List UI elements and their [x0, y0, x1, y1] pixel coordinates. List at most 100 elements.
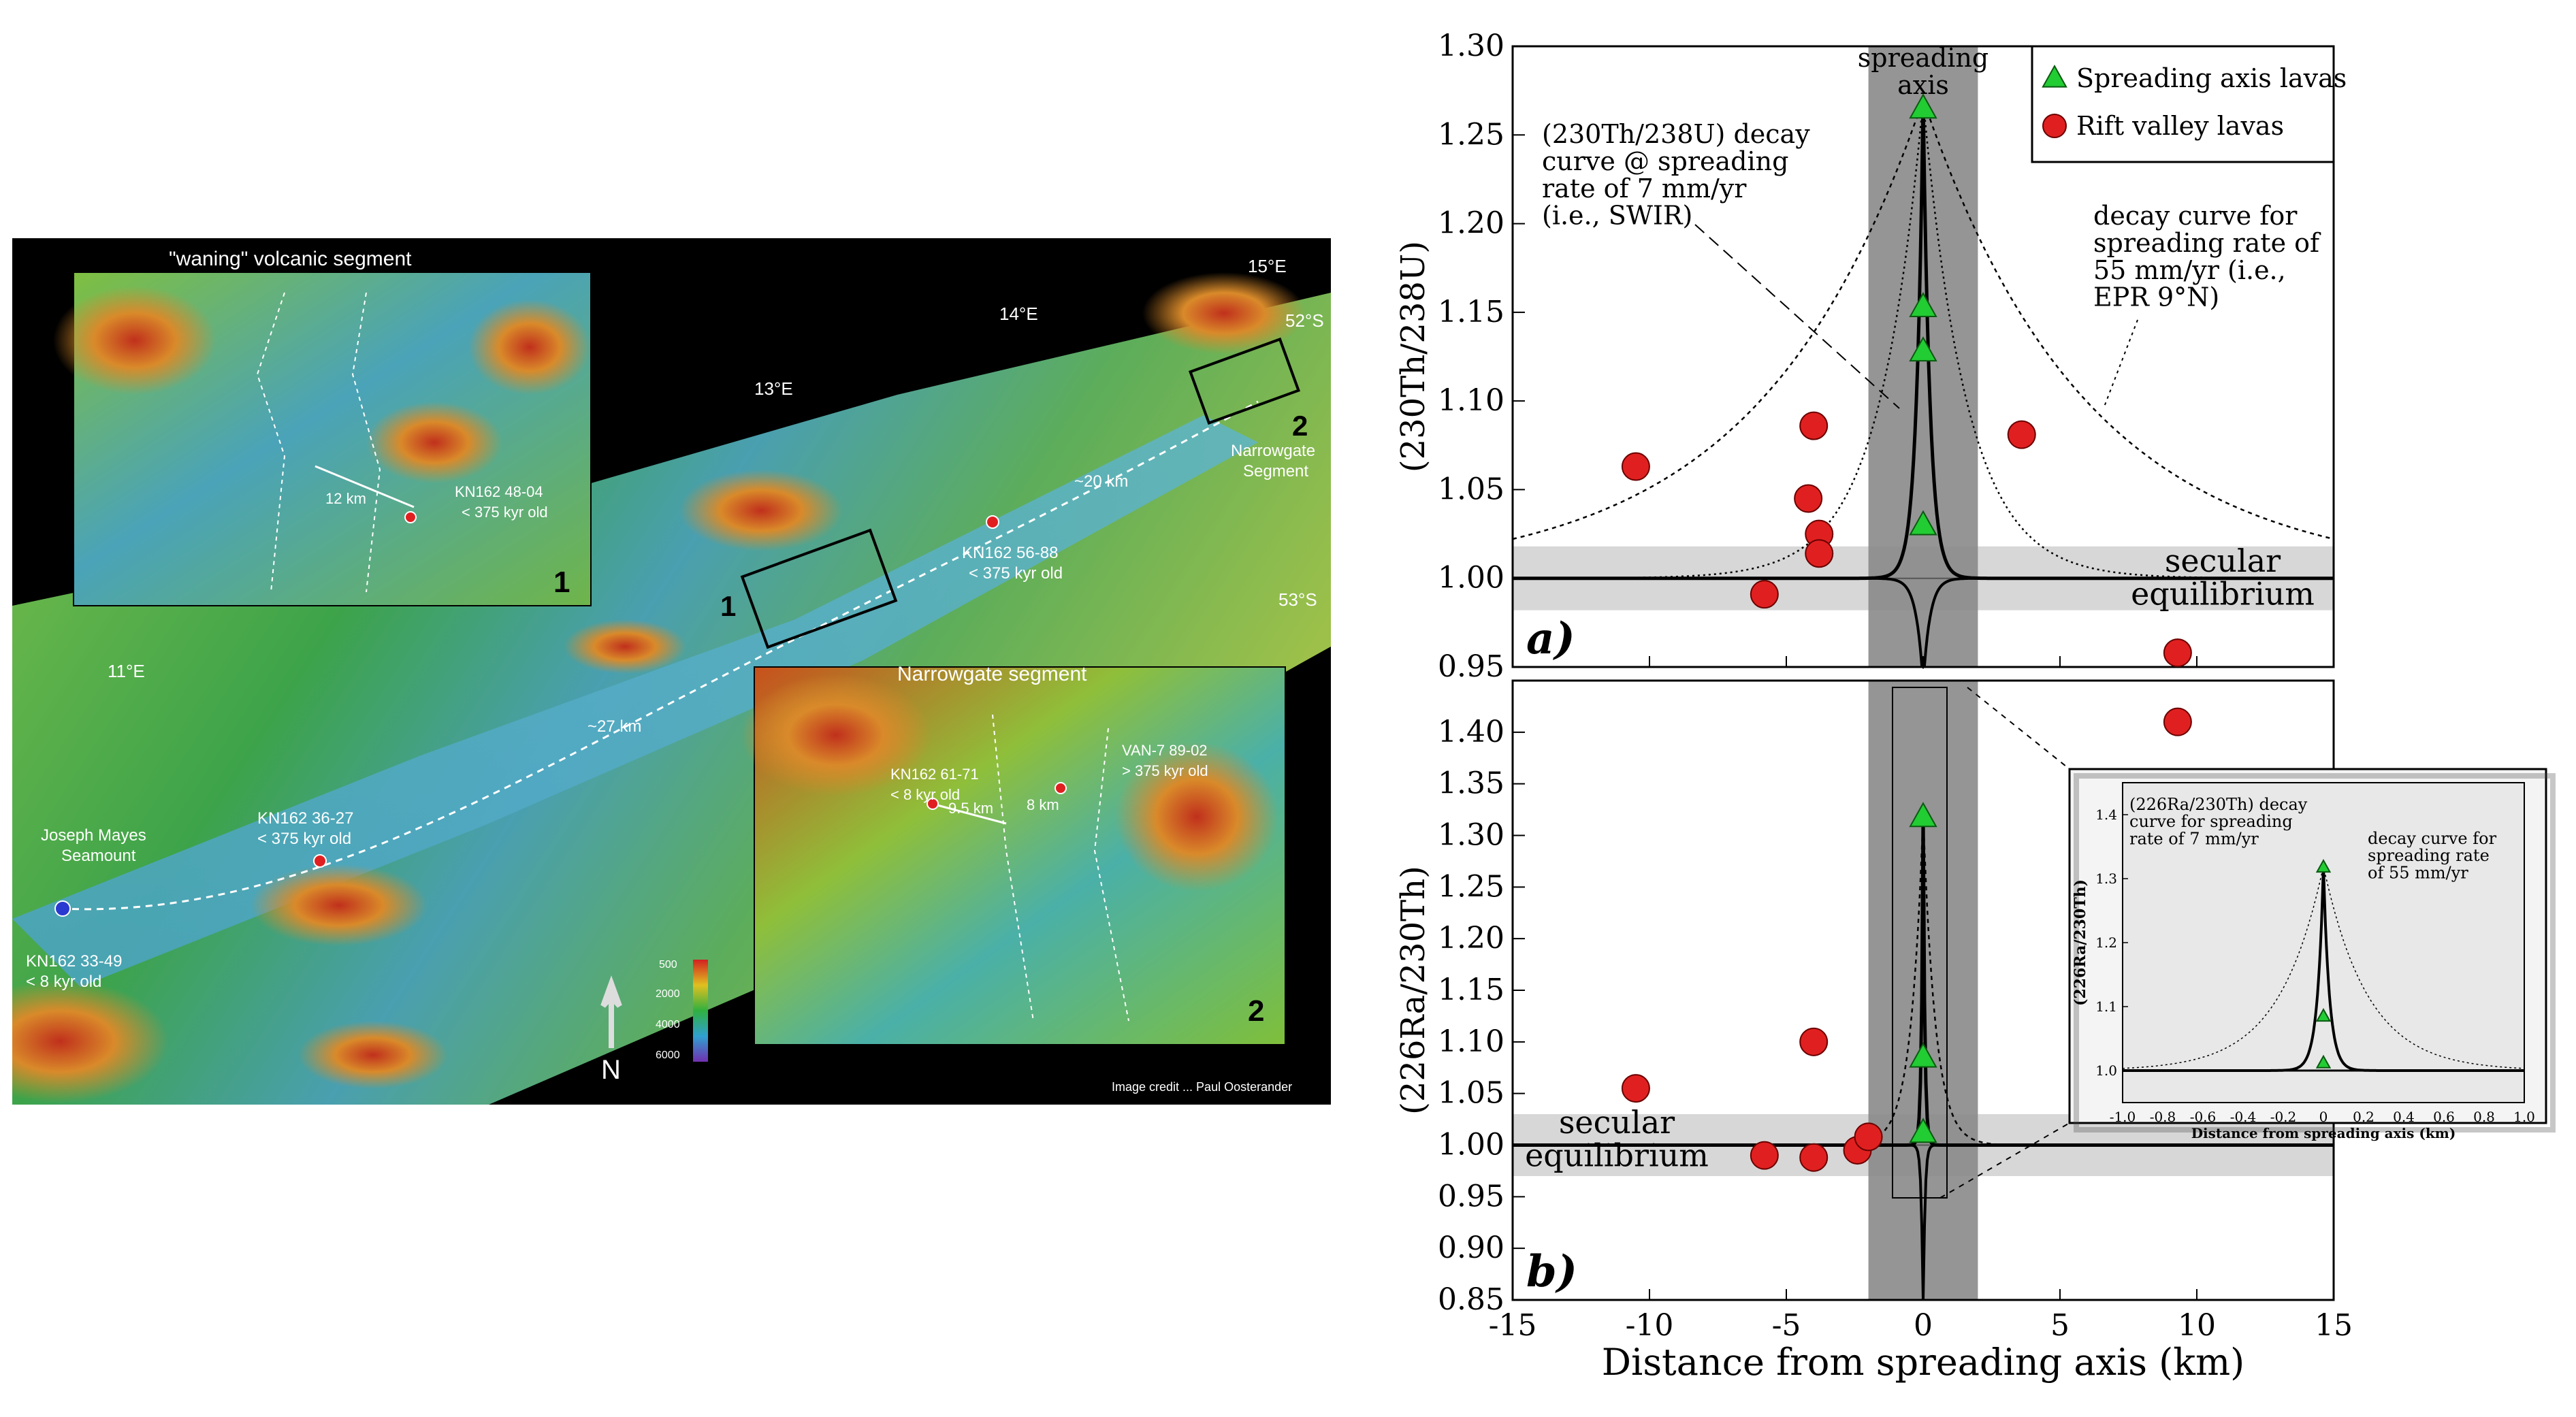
y-tick-label: 1.15: [1438, 295, 1504, 329]
inset-y-tick-label: 1.2: [2095, 934, 2117, 951]
y-tick-label: 1.25: [1438, 117, 1504, 152]
x-tick-label: 10: [2178, 1308, 2216, 1343]
latitude-label: 53°S: [1278, 589, 1317, 610]
y-tick-label: 1.30: [1438, 29, 1504, 63]
y-tick-label: 0.85: [1438, 1282, 1504, 1317]
chart-a: 0.95 1.00 1.05 1.10 1.15 1.20 1.25 1.30 (230Th/2…: [1394, 29, 2347, 684]
inset-x-tick-label: -0.2: [2270, 1109, 2297, 1125]
legend-entry: Spreading axis lavas: [2076, 63, 2347, 93]
annotation-leader: [1694, 224, 1900, 409]
x-tick-label: -15: [1489, 1308, 1537, 1343]
y-tick-label: 1.10: [1438, 1024, 1504, 1059]
north-label: N: [601, 1055, 621, 1085]
y-axis-label: (226Ra/230Th): [1394, 866, 1432, 1115]
sample-dot-blue: [54, 900, 71, 917]
sample-label: KN162 36-27: [257, 809, 353, 828]
inset-annotation-fast: decay curve for spreading rate of 55 mm/yr: [2368, 829, 2497, 882]
sample-label: VAN-7 89-02: [1122, 742, 1208, 759]
secular-equilibrium-label: secular equilibrium: [1525, 1104, 1709, 1173]
inset-y-tick-label: 1.4: [2095, 807, 2117, 823]
inset-x-tick-label: 0.4: [2393, 1109, 2415, 1125]
y-tick-label: 1.05: [1438, 472, 1504, 506]
rift-valley-lava-point: [2163, 707, 2192, 736]
terrain-peak: [298, 1021, 448, 1089]
y-tick-label: 1.30: [1438, 818, 1504, 853]
spreading-axis-lava-point: [1909, 291, 1937, 318]
legend-box: [2031, 45, 2335, 163]
spreading-axis-lava-point: [2315, 859, 2332, 873]
longitude-label: 11°E: [108, 661, 145, 681]
zoom-connector: [1967, 687, 2070, 770]
inset-x-tick-label: 0: [2319, 1109, 2328, 1125]
depth-scale-label: 6000: [656, 1049, 680, 1061]
seamount-label-2: Seamount: [61, 847, 136, 865]
north-arrow-icon: [600, 975, 622, 1048]
inset-x-tick-label: 0.2: [2353, 1109, 2374, 1125]
x-tick-label: 0: [1914, 1308, 1933, 1343]
y-axis-label: (230Th/238U): [1394, 241, 1432, 472]
rift-valley-lava-point: [2042, 114, 2067, 138]
x-tick-label: 15: [2315, 1308, 2353, 1343]
depth-scale-label: 4000: [656, 1019, 680, 1030]
x-axis-label: Distance from spreading axis (km): [1602, 1341, 2244, 1384]
box-number-1: 1: [720, 590, 736, 622]
y-tick-label: 1.10: [1438, 383, 1504, 418]
terrain-peak: [251, 864, 428, 946]
seamount-label-1: Joseph Mayes: [41, 826, 146, 845]
rift-valley-lava-point: [1750, 580, 1779, 609]
longitude-label: 15°E: [1248, 256, 1287, 276]
spreading-axis-lava-point: [1909, 93, 1937, 119]
sample-label: KN162 56-88: [962, 544, 1058, 562]
spreading-axis-line: [59, 400, 1259, 911]
inset-y-axis-label: (226Ra/230Th): [2072, 879, 2089, 1006]
rift-valley-lava-point: [1799, 1027, 1829, 1056]
chart-b-inset: 1.0 1.1 1.2 1.3 1.4 -1.0 -0.8 -0.6 -0.4 -0.2 0 0.2 0…: [1892, 687, 2556, 1199]
spreading-axis-lava-point: [1909, 510, 1937, 536]
rift-valley-lava-point: [1854, 1122, 1883, 1152]
x-tick-label: 5: [2050, 1308, 2070, 1343]
sample-label: KN162 48-04: [455, 483, 543, 500]
rift-valley-lava-point: [1750, 1141, 1779, 1170]
panel-label: b): [1526, 1246, 1577, 1297]
sample-dot: [313, 854, 327, 868]
sample-age: < 8 kyr old: [890, 786, 960, 803]
y-tick-label: 1.25: [1438, 869, 1504, 904]
zoom-connector: [1939, 1122, 2070, 1199]
y-tick-label: 0.95: [1438, 649, 1504, 684]
annotation-slow-curve: (230Th/238U) decay curve @ spreading rate …: [1542, 119, 1810, 231]
spreading-axis-lava-point: [1909, 1042, 1937, 1068]
distance-label: 8 km: [1027, 796, 1059, 813]
inset-title: Narrowgate segment: [897, 663, 1087, 685]
legend: Spreading axis lavas Rift valley lavas: [2031, 45, 2347, 163]
distance-label: ~20 km: [1074, 472, 1128, 491]
inset-x-tick-label: -0.4: [2230, 1109, 2257, 1125]
longitude-label: 13°E: [754, 378, 793, 399]
y-tick-label: 1.00: [1438, 1128, 1504, 1162]
y-tick-label: 0.90: [1438, 1231, 1504, 1265]
longitude-label: 14°E: [999, 304, 1038, 324]
panel-label: a): [1526, 613, 1575, 664]
rift-valley-lava-point: [1799, 1143, 1829, 1172]
inset-x-tick-label: -0.6: [2190, 1109, 2217, 1125]
y-tick-label: 1.20: [1438, 206, 1504, 241]
terrain-peak: [1142, 272, 1306, 354]
annotation-fast-curve: decay curve for spreading rate of 55 mm/yr…: [2093, 201, 2321, 312]
rift-valley: [12, 415, 1258, 987]
depth-scale-label: 500: [659, 959, 677, 971]
rift-valley-lava-point: [1799, 411, 1829, 440]
y-tick-label: 0.95: [1438, 1179, 1504, 1214]
inset-y-tick-label: 1.3: [2095, 870, 2117, 887]
inset-number: 2: [1248, 994, 1264, 1028]
y-tick-label: 1.20: [1438, 921, 1504, 956]
rift-valley-lava-point: [1621, 1074, 1650, 1103]
inset-annotation-slow: (226Ra/230Th) decay curve for spreading ra…: [2129, 795, 2308, 848]
sample-age: < 8 kyr old: [26, 973, 101, 991]
depth-scale-bar: [693, 960, 708, 1062]
image-credit: Image credit ... Paul Oosterander: [1112, 1080, 1292, 1094]
y-tick-label: 1.05: [1438, 1076, 1504, 1111]
inset-x-tick-label: -1.0: [2110, 1109, 2136, 1125]
spreading-axis-lava-point: [2315, 1008, 2332, 1022]
terrain-peak: [12, 980, 169, 1103]
terrain-peak: [679, 470, 843, 551]
